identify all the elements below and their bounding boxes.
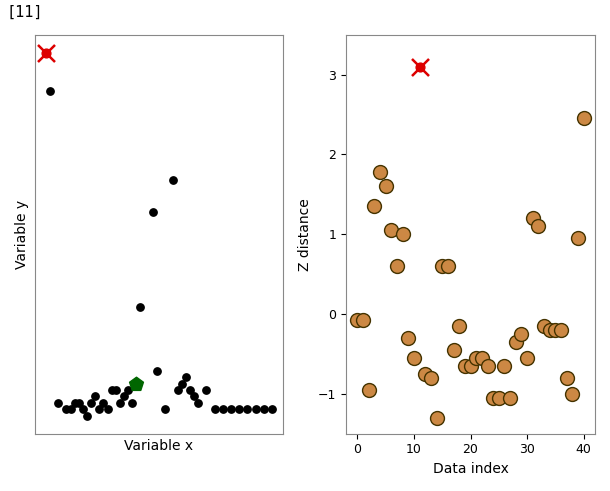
Point — [74, 399, 84, 407]
Point — [173, 386, 182, 394]
Point — [500, 362, 509, 370]
Point — [505, 394, 515, 402]
Point — [78, 405, 88, 413]
Point — [243, 405, 253, 413]
Point — [437, 262, 447, 270]
Point — [95, 405, 104, 413]
Point — [45, 87, 55, 95]
Point — [135, 303, 145, 311]
Point — [353, 316, 362, 324]
Point — [86, 399, 96, 407]
Point — [168, 176, 178, 184]
Point — [528, 214, 537, 222]
Point — [62, 405, 71, 413]
Point — [177, 380, 187, 388]
Point — [550, 326, 560, 334]
Point — [218, 405, 228, 413]
Point — [41, 49, 51, 56]
Point — [443, 262, 453, 270]
Point — [477, 354, 487, 362]
Point — [392, 262, 402, 270]
Point — [267, 405, 277, 413]
Point — [185, 386, 195, 394]
Point — [201, 386, 211, 394]
Point — [226, 405, 236, 413]
Point — [119, 393, 129, 401]
Point — [132, 380, 142, 388]
Point — [465, 362, 475, 370]
Point — [415, 63, 425, 71]
Point — [234, 405, 244, 413]
Point — [82, 411, 92, 419]
Point — [573, 234, 583, 242]
Point — [90, 393, 100, 401]
Point — [160, 405, 170, 413]
Point — [152, 367, 162, 375]
Point — [511, 338, 521, 346]
Point — [189, 393, 199, 401]
Point — [181, 374, 190, 382]
Point — [517, 330, 526, 338]
Point — [420, 370, 430, 378]
Point — [66, 405, 76, 413]
Point — [409, 354, 419, 362]
Point — [127, 399, 137, 407]
Point — [370, 202, 379, 210]
Text: [11]: [11] — [6, 5, 43, 20]
Point — [534, 222, 544, 230]
Point — [115, 399, 125, 407]
Point — [398, 230, 407, 238]
Point — [53, 399, 63, 407]
Point — [123, 386, 133, 394]
Point — [41, 49, 51, 56]
Point — [494, 394, 504, 402]
X-axis label: Variable x: Variable x — [124, 439, 193, 453]
Point — [381, 182, 390, 190]
Point — [387, 226, 396, 234]
Point — [432, 414, 442, 422]
Point — [251, 405, 260, 413]
Point — [472, 354, 481, 362]
Point — [539, 322, 549, 330]
Point — [107, 386, 117, 394]
Point — [102, 405, 112, 413]
Point — [483, 362, 492, 370]
Point — [364, 386, 373, 394]
Point — [522, 354, 532, 362]
Point — [259, 405, 269, 413]
Point — [562, 374, 572, 382]
Point — [70, 399, 79, 407]
Point — [454, 322, 464, 330]
Point — [556, 326, 566, 334]
Point — [403, 334, 413, 342]
Point — [210, 405, 220, 413]
Point — [567, 390, 577, 398]
Point — [488, 394, 498, 402]
Point — [449, 346, 459, 354]
Point — [545, 326, 554, 334]
Point — [460, 362, 470, 370]
Point — [375, 168, 385, 176]
Point — [99, 399, 109, 407]
Point — [148, 208, 158, 216]
Point — [579, 114, 589, 122]
Point — [111, 386, 121, 394]
Point — [426, 374, 436, 382]
Y-axis label: Variable y: Variable y — [15, 200, 29, 269]
X-axis label: Data index: Data index — [432, 462, 509, 476]
Point — [415, 63, 425, 71]
Point — [193, 399, 203, 407]
Point — [358, 317, 368, 325]
Y-axis label: Z distance: Z distance — [298, 198, 312, 271]
